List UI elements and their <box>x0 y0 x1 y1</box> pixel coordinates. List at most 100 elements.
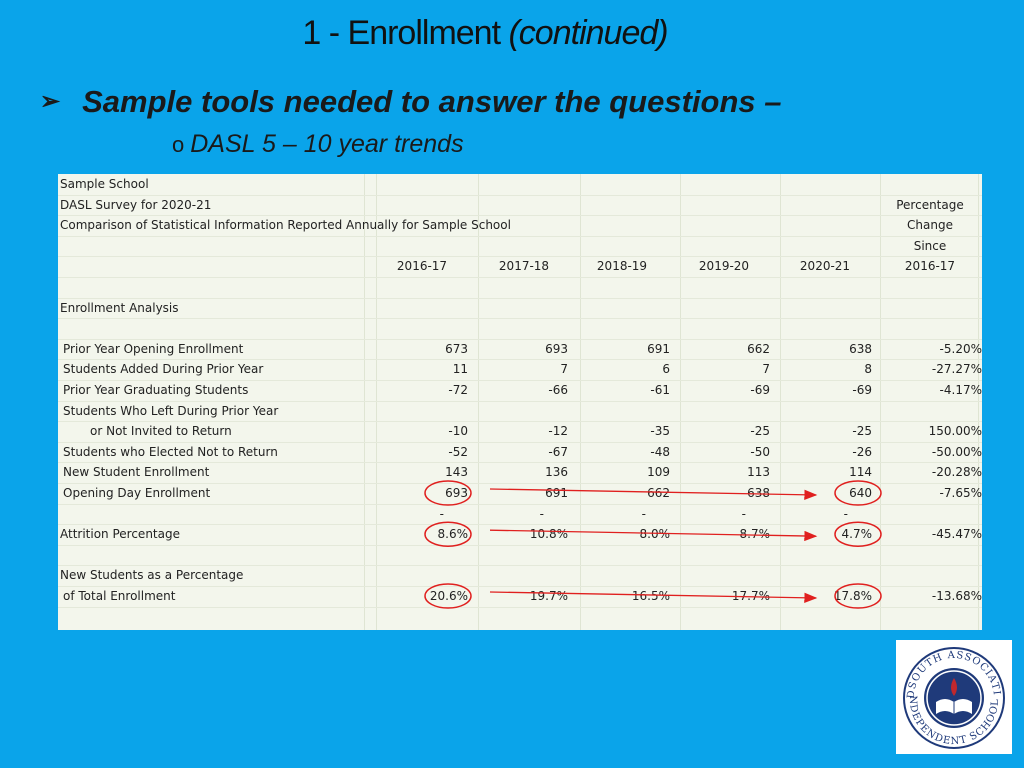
table-cell: -50 <box>750 445 770 459</box>
bullet-text: Sample tools needed to answer the questi… <box>82 84 782 119</box>
grid-column-line <box>376 174 377 630</box>
row-label: New Students as a Percentage <box>60 568 244 582</box>
table-cell: -12 <box>548 424 568 438</box>
table-cell: -48 <box>650 445 670 459</box>
grid-column-line <box>680 174 681 630</box>
table-cell: 114 <box>849 465 872 479</box>
grid-row-line <box>58 339 982 340</box>
table-cell: 8.7% <box>739 527 771 541</box>
table-cell: 109 <box>647 465 670 479</box>
sub-bullet-marker: o <box>172 132 185 157</box>
title-italic: (continued) <box>508 14 668 52</box>
table-cell: 662 <box>747 342 770 356</box>
year-header: 2019-20 <box>698 259 750 273</box>
table-cell: -5.20% <box>939 342 982 356</box>
year-header: 2016-17 <box>904 259 956 273</box>
table-cell: -61 <box>650 383 670 397</box>
grid-row-line <box>58 195 982 196</box>
grid-row-line <box>58 545 982 546</box>
year-header: 2018-19 <box>596 259 648 273</box>
table-cell: -20.28% <box>931 465 982 479</box>
grid-column-line <box>364 174 365 630</box>
row-label: Students Who Left During Prior Year <box>63 404 279 418</box>
table-cell: - <box>439 507 444 521</box>
grid-column-line <box>580 174 581 630</box>
grid-row-line <box>58 215 982 216</box>
table-cell: -67 <box>548 445 568 459</box>
table-cell: -50.00% <box>931 445 982 459</box>
grid-row-line <box>58 298 982 299</box>
table-cell: -66 <box>548 383 568 397</box>
row-label: New Student Enrollment <box>63 465 210 479</box>
row-label: or Not Invited to Return <box>90 424 232 438</box>
grid-row-line <box>58 586 982 587</box>
grid-column-line <box>880 174 881 630</box>
table-cell: 113 <box>747 465 770 479</box>
table-cell: 673 <box>445 342 468 356</box>
grid-row-line <box>58 380 982 381</box>
table-cell: -25 <box>750 424 770 438</box>
table-cell: -25 <box>852 424 872 438</box>
grid-row-line <box>58 504 982 505</box>
table-cell: 17.8% <box>833 589 872 603</box>
table-cell: -35 <box>650 424 670 438</box>
table-cell: 638 <box>747 486 770 500</box>
grid-row-line <box>58 256 982 257</box>
year-header: 2020-21 <box>799 259 851 273</box>
grid-column-line <box>978 174 979 630</box>
table-cell: 4.7% <box>841 527 873 541</box>
grid-row-line <box>58 277 982 278</box>
table-cell: 8.0% <box>639 527 671 541</box>
table-cell: 8.6% <box>437 527 469 541</box>
table-cell: 136 <box>545 465 568 479</box>
grid-row-line <box>58 236 982 237</box>
dasl-spreadsheet: Sample School DASL Survey for 2020-21 Comp… <box>58 174 982 630</box>
table-cell: 693 <box>545 342 568 356</box>
table-cell: 10.8% <box>529 527 568 541</box>
table-cell: 693 <box>445 486 468 500</box>
year-header: 2017-18 <box>498 259 550 273</box>
year-header: 2016-17 <box>396 259 448 273</box>
sub-bullet-text: DASL 5 – 10 year trends <box>190 130 464 158</box>
row-label: Students who Elected Not to Return <box>63 445 278 459</box>
grid-column-line <box>478 174 479 630</box>
row-label: Prior Year Opening Enrollment <box>63 342 244 356</box>
grid-row-line <box>58 607 982 608</box>
table-cell: 16.5% <box>631 589 670 603</box>
grid-row-line <box>58 483 982 484</box>
grid-row-line <box>58 359 982 360</box>
grid-row-line <box>58 318 982 319</box>
table-cell: - <box>843 507 848 521</box>
table-cell: - <box>641 507 646 521</box>
grid-row-line <box>58 442 982 443</box>
table-cell: 17.7% <box>731 589 770 603</box>
table-cell: - <box>539 507 544 521</box>
table-cell: 143 <box>445 465 468 479</box>
pct-change-header: Change <box>907 218 953 232</box>
table-cell: 7 <box>762 362 770 376</box>
section-title: Enrollment Analysis <box>60 301 179 315</box>
sheet-header-line: DASL Survey for 2020-21 <box>60 198 212 212</box>
table-cell: -10 <box>448 424 468 438</box>
grid-column-line <box>780 174 781 630</box>
sheet-header-line: Sample School <box>60 177 149 191</box>
table-cell: - <box>741 507 746 521</box>
grid-row-line <box>58 462 982 463</box>
table-cell: 11 <box>452 362 468 376</box>
main-bullet: ➢ Sample tools needed to answer the quest… <box>40 84 782 120</box>
table-cell: 691 <box>647 342 670 356</box>
table-cell: 20.6% <box>429 589 468 603</box>
table-cell: 8 <box>864 362 872 376</box>
slide-title: 1 - Enrollment (continued) <box>0 14 970 53</box>
table-cell: -7.65% <box>939 486 982 500</box>
grid-row-line <box>58 565 982 566</box>
row-label: Attrition Percentage <box>60 527 180 541</box>
sub-bullet: o DASL 5 – 10 year trends <box>172 130 464 159</box>
row-label: of Total Enrollment <box>63 589 176 603</box>
row-label: Opening Day Enrollment <box>63 486 211 500</box>
table-cell: -69 <box>750 383 770 397</box>
table-cell: 640 <box>849 486 872 500</box>
grid-row-line <box>58 401 982 402</box>
